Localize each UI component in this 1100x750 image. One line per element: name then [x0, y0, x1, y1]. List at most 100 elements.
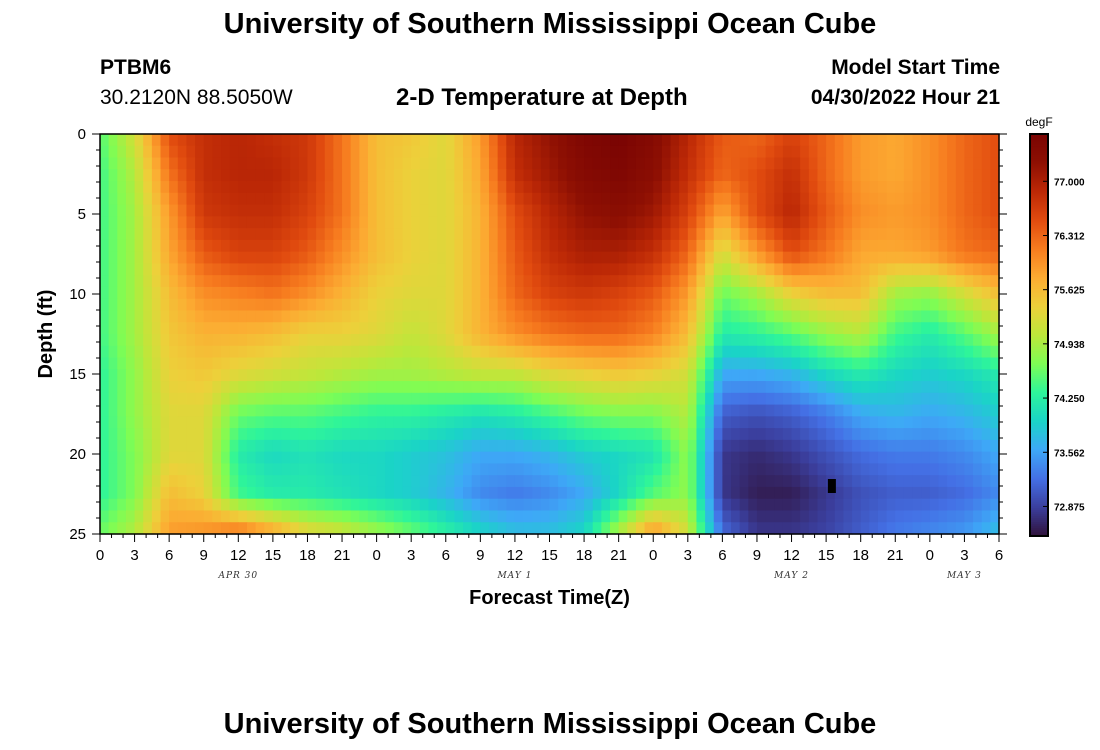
heatmap-cell — [221, 204, 231, 217]
heatmap-cell — [852, 145, 862, 159]
heatmap-cell — [886, 286, 896, 300]
heatmap-cell — [143, 239, 153, 253]
heatmap-cell — [635, 251, 646, 265]
heatmap-cell — [826, 404, 836, 417]
heatmap-cell — [584, 498, 594, 512]
heatmap-cell — [514, 369, 525, 382]
heatmap-cell — [298, 286, 309, 300]
heatmap-cell — [895, 416, 905, 429]
heatmap-cell — [264, 263, 274, 276]
heatmap-cell — [367, 498, 378, 512]
heatmap-cell — [774, 298, 784, 312]
heatmap-cell — [618, 369, 628, 382]
heatmap-cell — [151, 381, 162, 394]
heatmap-cell — [903, 428, 914, 441]
heatmap-cell — [592, 439, 602, 453]
heatmap-cell — [540, 263, 551, 276]
colorbar-band — [1030, 260, 1048, 264]
heatmap-cell — [756, 416, 767, 429]
heatmap-cell — [800, 369, 810, 382]
heatmap-cell — [687, 157, 698, 170]
heatmap-cell — [661, 263, 672, 276]
heatmap-cell — [895, 404, 905, 417]
heatmap-cell — [264, 416, 274, 429]
heatmap-cell — [177, 239, 188, 253]
heatmap-cell — [134, 510, 144, 523]
heatmap-cell — [817, 204, 827, 217]
heatmap-cell — [670, 322, 680, 335]
heatmap-cell — [644, 522, 654, 535]
heatmap-cell — [333, 286, 343, 300]
heatmap-cell — [160, 345, 170, 359]
heatmap-cell — [281, 475, 291, 488]
heatmap-cell — [826, 310, 836, 323]
heatmap-cell — [713, 498, 723, 512]
heatmap-cell — [635, 498, 646, 512]
x-tick-label: 15 — [541, 547, 558, 564]
heatmap-cell — [428, 310, 438, 323]
heatmap-cell — [143, 381, 153, 394]
heatmap-cell — [246, 475, 257, 488]
heatmap-cell — [108, 228, 118, 241]
heatmap-cell — [229, 145, 239, 159]
heatmap-cell — [653, 381, 663, 394]
colorbar-band — [1030, 437, 1048, 441]
heatmap-cell — [713, 357, 723, 370]
heatmap-cell — [592, 275, 602, 288]
heatmap-cell — [298, 216, 309, 229]
heatmap-cell — [428, 428, 438, 441]
heatmap-cell — [713, 263, 723, 276]
heatmap-cell — [661, 498, 672, 512]
heatmap-cell — [169, 357, 179, 370]
heatmap-cell — [618, 404, 628, 417]
heatmap-cell — [981, 510, 991, 523]
heatmap-cell — [990, 381, 1000, 394]
heatmap-cell — [411, 345, 421, 359]
heatmap-cell — [134, 345, 144, 359]
heatmap-cell — [333, 486, 343, 500]
heatmap-cell — [929, 475, 940, 488]
heatmap-cell — [506, 475, 516, 488]
heatmap-cell — [938, 475, 948, 488]
heatmap-cell — [151, 428, 162, 441]
heatmap-cell — [100, 463, 110, 476]
heatmap-cell — [195, 345, 205, 359]
heatmap-cell — [402, 134, 412, 147]
heatmap-cell — [445, 522, 456, 535]
heatmap-cell — [177, 192, 188, 206]
heatmap-cell — [532, 345, 542, 359]
heatmap-cell — [705, 145, 715, 159]
heatmap-cell — [618, 286, 628, 300]
colorbar-band — [1030, 310, 1048, 314]
colorbar-band — [1030, 453, 1048, 457]
heatmap-cell — [679, 334, 689, 347]
heatmap-cell — [229, 392, 239, 406]
x-tick-label: 12 — [783, 547, 800, 564]
heatmap-cell — [670, 486, 680, 500]
heatmap-cell — [376, 522, 386, 535]
x-tick-label: 0 — [926, 547, 934, 564]
heatmap-cell — [670, 416, 680, 429]
heatmap-cell — [359, 192, 369, 206]
heatmap-cell — [454, 428, 464, 441]
heatmap-cell — [359, 439, 369, 453]
heatmap-cell — [618, 239, 628, 253]
heatmap-cell — [731, 275, 741, 288]
heatmap-cell — [800, 216, 810, 229]
heatmap-cell — [117, 345, 127, 359]
heatmap-cell — [549, 381, 559, 394]
heatmap-cell — [826, 486, 836, 500]
heatmap-cell — [644, 428, 654, 441]
heatmap-cell — [903, 392, 914, 406]
heatmap-cell — [376, 510, 386, 523]
heatmap-cell — [877, 204, 888, 217]
heatmap-cell — [393, 510, 404, 523]
heatmap-cell — [212, 145, 222, 159]
heatmap-cell — [705, 275, 715, 288]
heatmap-cell — [264, 486, 274, 500]
heatmap-cell — [679, 169, 689, 182]
heatmap-cell — [895, 451, 905, 465]
heatmap-cell — [108, 169, 118, 182]
colorbar-band — [1030, 208, 1048, 211]
heatmap-cell — [679, 416, 689, 429]
